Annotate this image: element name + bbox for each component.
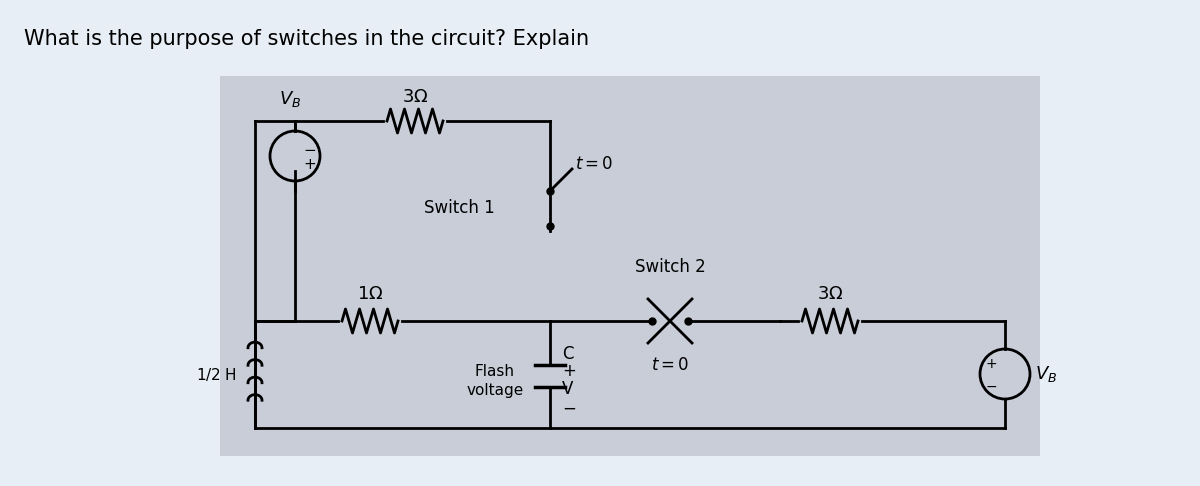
Text: Switch 2: Switch 2	[635, 258, 706, 276]
Text: $+$: $+$	[302, 156, 316, 172]
Text: $V_B$: $V_B$	[278, 89, 301, 109]
Text: Switch 1: Switch 1	[425, 199, 496, 217]
Text: C: C	[562, 345, 574, 363]
Text: $V_B$: $V_B$	[1036, 364, 1057, 384]
Text: $+$: $+$	[562, 362, 576, 380]
Text: $1\Omega$: $1\Omega$	[356, 285, 383, 303]
Text: $+$: $+$	[985, 357, 997, 371]
Text: Flash
voltage: Flash voltage	[467, 364, 523, 399]
Text: What is the purpose of switches in the circuit? Explain: What is the purpose of switches in the c…	[24, 29, 589, 49]
Text: $-$: $-$	[302, 140, 316, 156]
Bar	[220, 76, 1040, 456]
Text: V: V	[562, 380, 574, 398]
Text: $3\Omega$: $3\Omega$	[402, 88, 428, 106]
Text: $-$: $-$	[985, 379, 997, 393]
Text: $t = 0$: $t = 0$	[650, 356, 689, 374]
Text: $1/2$ H: $1/2$ H	[196, 365, 236, 382]
Text: $-$: $-$	[562, 399, 576, 417]
Text: $3\Omega$: $3\Omega$	[817, 285, 844, 303]
Text: $t = 0$: $t = 0$	[575, 155, 613, 173]
